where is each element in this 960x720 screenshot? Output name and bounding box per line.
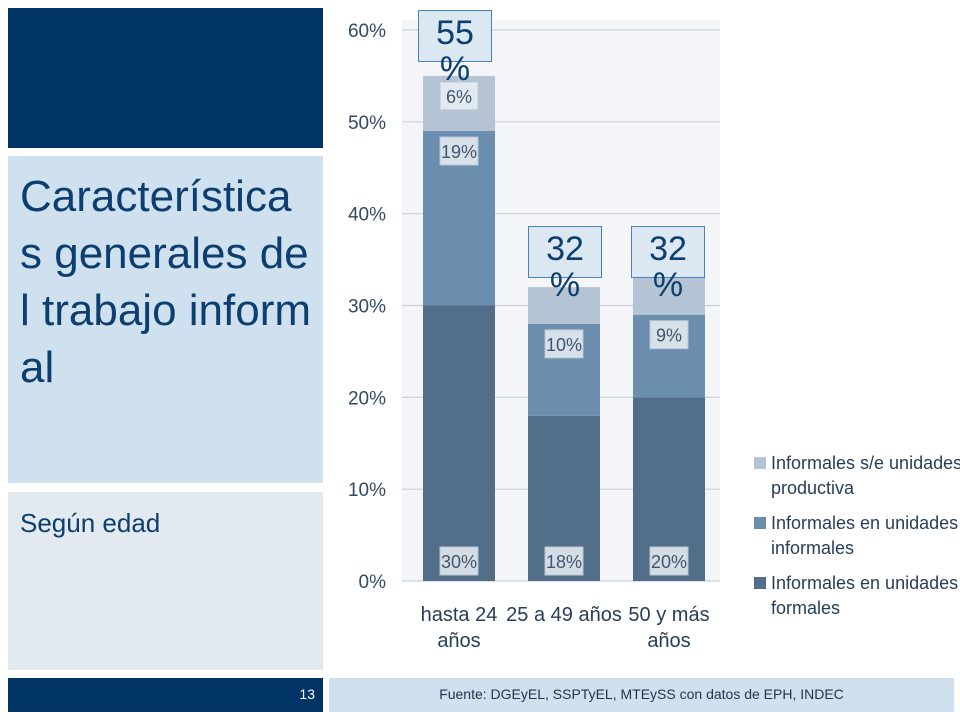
bar-segment: [633, 277, 705, 315]
y-tick-label: 20%: [348, 388, 386, 409]
chart-container: 0% 10% 20% 30% 40% 50% 60% 30% 19% 6% 18% 10% 20% 9% h…: [330, 0, 960, 676]
legend-swatch: [754, 517, 766, 529]
x-tick-label: años: [437, 630, 480, 652]
bar-segment: [423, 305, 495, 581]
total-callout: 32 %: [631, 226, 705, 303]
x-tick-label: hasta 24: [421, 604, 498, 626]
data-label: 9%: [656, 326, 682, 346]
data-label-box: [439, 81, 479, 111]
y-tick-label: 10%: [348, 480, 386, 501]
legend-label: formales: [771, 598, 840, 618]
footer-right: Fuente: DGEyEL, SSPTyEL, MTEySS con dato…: [329, 678, 954, 712]
data-label-box: [439, 546, 479, 576]
data-label: 18%: [546, 552, 582, 572]
data-label: 19%: [441, 142, 477, 162]
data-label: 20%: [651, 552, 687, 572]
total-callout: 32 %: [528, 226, 602, 303]
legend-label: Informales s/e unidades: [771, 453, 960, 473]
legend-label: productiva: [771, 478, 855, 498]
header-band: [8, 8, 323, 148]
source-note: Fuente: DGEyEL, SSPTyEL, MTEySS con dato…: [439, 686, 844, 702]
data-label-box: [544, 546, 584, 576]
legend-label: Informales en unidades: [771, 573, 958, 593]
data-label: 6%: [446, 87, 472, 107]
footer-left: 13: [8, 678, 323, 712]
y-tick-label: 30%: [348, 297, 386, 318]
data-label-box: [649, 320, 689, 350]
y-tick-label: 50%: [348, 113, 386, 134]
legend-label: Informales en unidades: [771, 513, 958, 533]
data-label: 10%: [546, 335, 582, 355]
subtitle-panel: Según edad: [8, 492, 323, 670]
y-tick-label: 0%: [359, 572, 387, 593]
stacked-bar-chart: 0% 10% 20% 30% 40% 50% 60% 30% 19% 6% 18% 10% 20% 9% h…: [348, 20, 960, 652]
y-tick-label: 40%: [348, 205, 386, 226]
x-tick-label: 25 a 49 años: [506, 604, 622, 626]
x-tick-label: 50 y más: [628, 604, 709, 626]
legend-swatch: [754, 577, 766, 589]
title-panel: Características generales del trabajo in…: [8, 156, 323, 483]
data-label: 30%: [441, 552, 477, 572]
x-tick-label: años: [647, 630, 690, 652]
data-label-box: [439, 136, 479, 166]
legend-label: informales: [771, 538, 854, 558]
total-callout: 55 %: [418, 10, 492, 87]
page-number: 13: [299, 686, 315, 702]
data-label-box: [544, 329, 584, 359]
page-title: Características generales del trabajo in…: [20, 172, 312, 392]
page-subtitle: Según edad: [20, 508, 161, 538]
y-tick-label: 60%: [348, 21, 386, 42]
bar-segment: [528, 287, 600, 324]
legend-swatch: [754, 457, 766, 469]
data-label-box: [649, 546, 689, 576]
